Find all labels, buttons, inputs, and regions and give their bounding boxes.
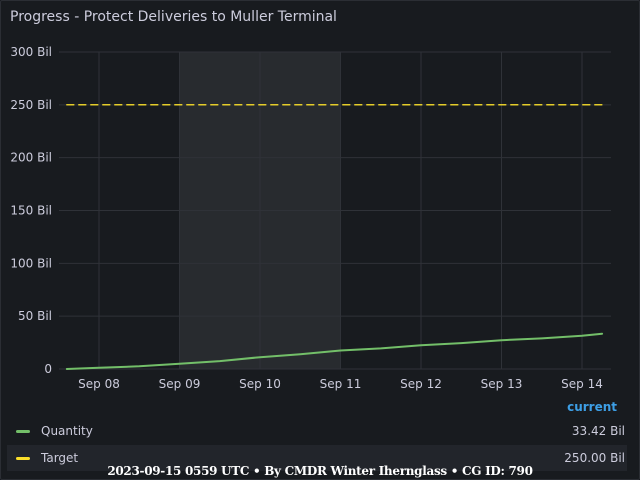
x-tick-label: Sep 11: [320, 377, 362, 391]
target-swatch-icon: [16, 457, 30, 460]
x-tick-label: Sep 09: [159, 377, 201, 391]
y-tick-label: 200 Bil: [10, 151, 52, 165]
legend-column-current[interactable]: current: [567, 400, 617, 414]
footer-caption: 2023-09-15 0559 UTC • By CMDR Winter Ihe…: [107, 464, 533, 478]
y-tick-label: 100 Bil: [10, 256, 52, 270]
x-tick-label: Sep 08: [78, 377, 120, 391]
quantity-swatch-icon: [16, 430, 30, 433]
x-tick-label: Sep 14: [561, 377, 603, 391]
y-tick-label: 150 Bil: [10, 204, 52, 218]
legend-item-target[interactable]: Target 250.00 Bil: [7, 445, 627, 471]
x-tick-label: Sep 10: [239, 377, 281, 391]
legend-label: Target: [41, 451, 79, 465]
y-tick-label: 250 Bil: [10, 98, 52, 112]
panel-title[interactable]: Progress - Protect Deliveries to Muller …: [10, 9, 337, 25]
legend-value: 250.00 Bil: [564, 451, 625, 465]
legend-value: 33.42 Bil: [571, 424, 625, 438]
legend-label: Quantity: [41, 424, 93, 438]
x-tick-label: Sep 13: [481, 377, 523, 391]
y-tick-label: 50 Bil: [18, 309, 52, 323]
legend-item-quantity[interactable]: Quantity 33.42 Bil: [7, 418, 627, 444]
time-series-chart[interactable]: 0 50 Bil 100 Bil 150 Bil 200 Bil 250 Bil 300 B…: [1, 1, 640, 401]
y-tick-label: 300 Bil: [10, 45, 52, 59]
series-line-quantity[interactable]: [65, 332, 604, 370]
x-tick-label: Sep 12: [400, 377, 442, 391]
y-tick-label: 0: [44, 362, 52, 376]
